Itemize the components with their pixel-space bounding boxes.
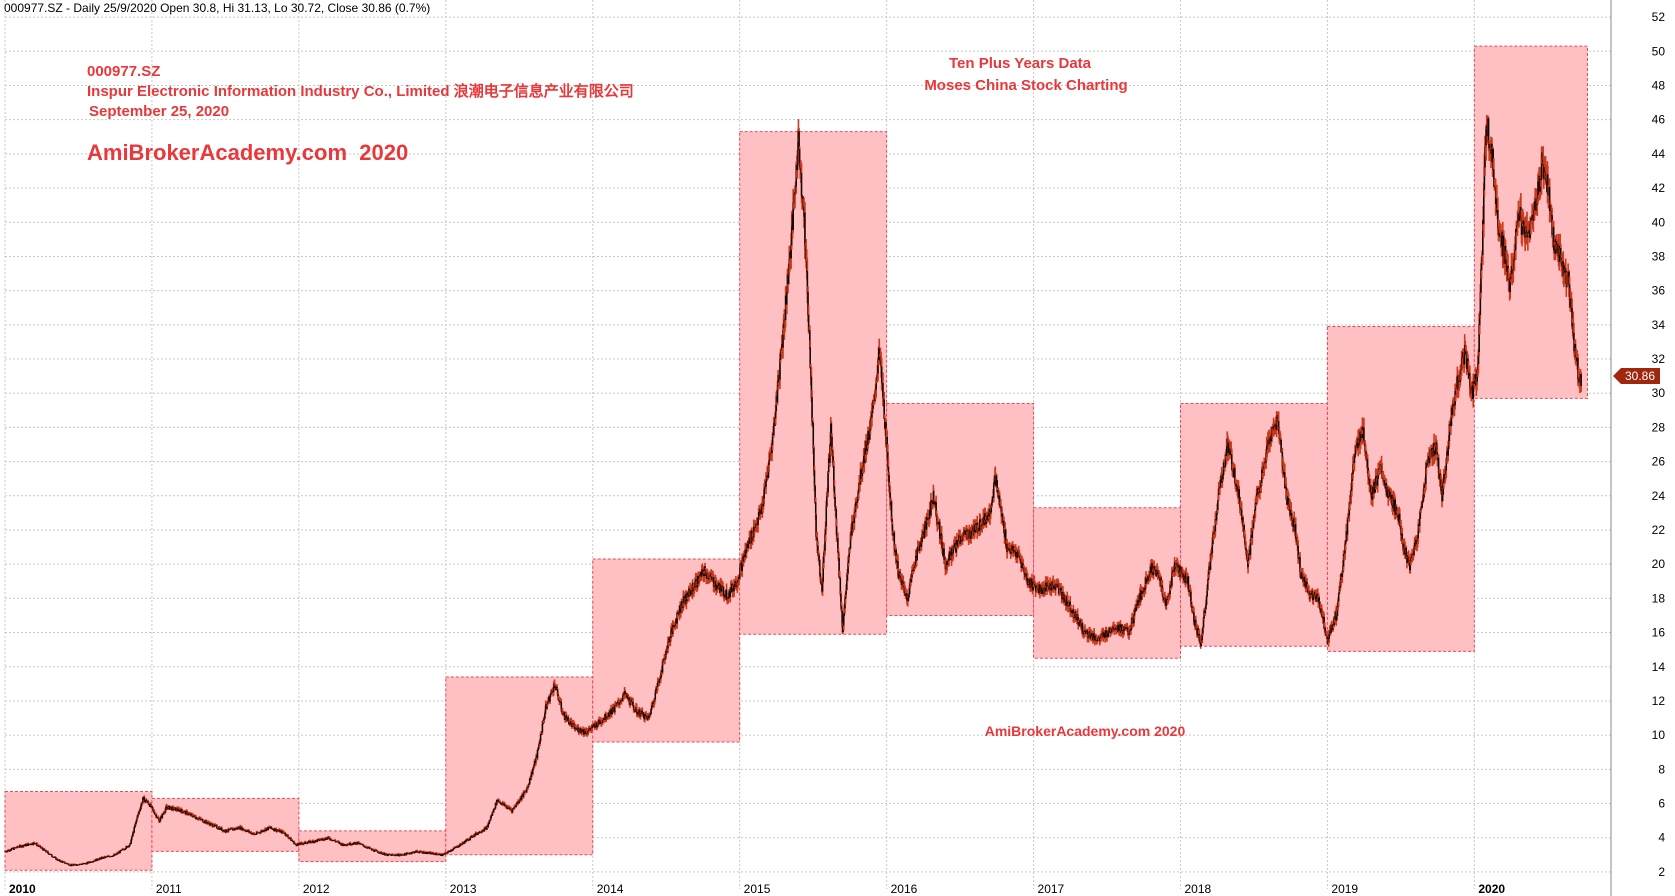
year-range-box-2012	[298, 830, 447, 863]
year-range-box-2019	[1326, 326, 1475, 652]
price-candles	[4, 114, 1582, 867]
year-range-box-2016	[886, 402, 1035, 616]
yearly-range-boxes	[4, 45, 1588, 871]
year-range-box-2010	[4, 791, 153, 871]
year-range-box-2015	[739, 131, 888, 635]
year-range-box-2013	[445, 676, 594, 856]
